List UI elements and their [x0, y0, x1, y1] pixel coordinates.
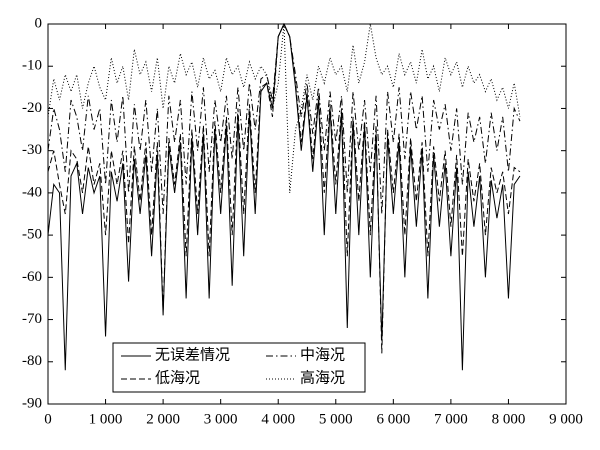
y-tick-label: -30 [22, 142, 42, 158]
plot-frame [47, 23, 567, 405]
y-tick-label: -50 [22, 227, 42, 243]
series-line [47, 22, 521, 215]
x-tick-label: 9 000 [549, 411, 583, 427]
x-tick-label: 6 000 [376, 411, 410, 427]
series-line [47, 23, 521, 193]
legend-label: 低海况 [155, 369, 200, 386]
x-tick-label: 8 000 [492, 411, 526, 427]
y-tick-label: -90 [22, 395, 42, 411]
legend-box [112, 342, 366, 393]
x-tick-label: 1 000 [89, 411, 123, 427]
y-tick-label: -40 [22, 184, 42, 200]
x-tick-label: 0 [44, 411, 52, 427]
y-tick-label: -10 [22, 58, 42, 74]
y-tick-label: -70 [22, 311, 42, 327]
x-tick-label: 5 000 [319, 411, 353, 427]
legend-label: 高海况 [300, 369, 345, 386]
legend-label: 无误差情况 [155, 346, 230, 363]
x-tick-label: 3 000 [204, 411, 238, 427]
series-line [47, 22, 521, 354]
x-tick-label: 2 000 [146, 411, 180, 427]
y-tick-label: -80 [22, 353, 42, 369]
y-tick-label: 0 [35, 15, 43, 31]
x-tick-label: 7 000 [434, 411, 468, 427]
y-tick-label: -60 [22, 269, 42, 285]
legend-label: 中海况 [300, 346, 345, 363]
x-tick-label: 4 000 [261, 411, 295, 427]
y-tick-label: -20 [22, 100, 42, 116]
series-line [47, 22, 521, 371]
